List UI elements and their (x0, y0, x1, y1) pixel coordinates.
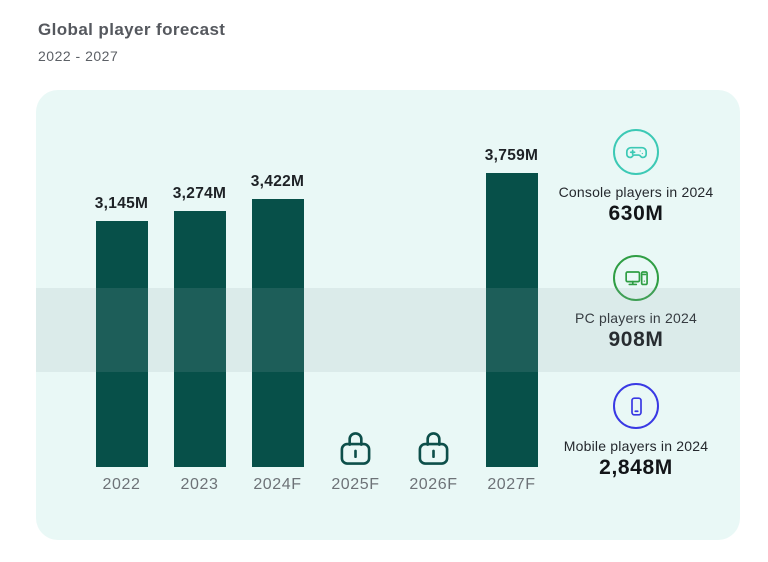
stat-label: Mobile players in 2024 (563, 438, 709, 454)
x-axis-label-2023: 2023 (180, 476, 219, 493)
stat-console: Console players in 2024 630M (521, 129, 751, 226)
page-title: Global player forecast (38, 20, 226, 39)
stat-mobile: Mobile players in 2024 2,848M (521, 383, 751, 480)
x-axis-label-2026F: 2026F (409, 476, 458, 493)
forecast-card: 3,145M 2022 3,274M 2023 3,422M 2024F 2025F 2026… (36, 90, 740, 540)
bar-value-label-2023: 3,274M (172, 185, 227, 202)
stat-value: 630M (608, 202, 664, 225)
bar-2023 (173, 211, 226, 467)
stat-value: 2,848M (599, 456, 673, 479)
page-header: Global player forecast 2022 - 2027 (38, 20, 225, 64)
bar-2022 (95, 221, 148, 467)
smartphone-icon (613, 383, 659, 429)
stat-label: PC players in 2024 (575, 310, 697, 326)
x-axis-label-2025F: 2025F (331, 476, 380, 493)
bar-value-label-2022: 3,145M (94, 195, 149, 212)
stats-panel: Console players in 2024 630M PC players … (521, 90, 751, 540)
x-axis-label-2027F: 2027F (487, 476, 536, 493)
gamepad-icon (613, 129, 659, 175)
stat-label: Console players in 2024 (558, 184, 714, 200)
bar-value-label-2027F: 3,759M (484, 147, 539, 164)
player-forecast-chart: 3,145M 2022 3,274M 2023 3,422M 2024F 2025F 2026… (36, 90, 740, 540)
stat-value: 908M (608, 328, 664, 351)
page-subtitle: 2022 - 2027 (38, 48, 119, 64)
desktop-pc-icon (613, 255, 659, 301)
x-axis-label-2024F: 2024F (253, 476, 302, 493)
lock-icon-2025F (338, 428, 373, 467)
stat-pc: PC players in 2024 908M (521, 255, 751, 352)
bar-2024F (251, 199, 304, 467)
bar-2027F (485, 173, 538, 467)
lock-icon-2026F (416, 428, 451, 467)
bar-value-label-2024F: 3,422M (250, 173, 305, 190)
x-axis-label-2022: 2022 (102, 476, 141, 493)
